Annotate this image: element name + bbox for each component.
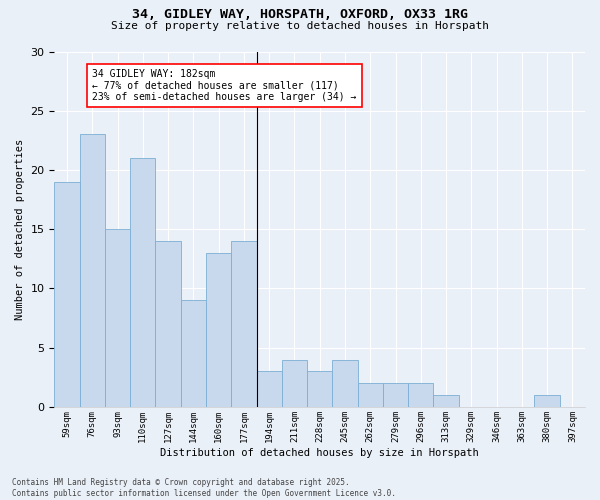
- X-axis label: Distribution of detached houses by size in Horspath: Distribution of detached houses by size …: [160, 448, 479, 458]
- Bar: [257, 372, 282, 407]
- Bar: [332, 360, 358, 407]
- Bar: [130, 158, 155, 407]
- Bar: [55, 182, 80, 407]
- Bar: [105, 229, 130, 407]
- Text: 34 GIDLEY WAY: 182sqm
← 77% of detached houses are smaller (117)
23% of semi-det: 34 GIDLEY WAY: 182sqm ← 77% of detached …: [92, 70, 356, 102]
- Bar: [155, 241, 181, 407]
- Bar: [383, 383, 408, 407]
- Y-axis label: Number of detached properties: Number of detached properties: [15, 138, 25, 320]
- Bar: [535, 395, 560, 407]
- Text: 34, GIDLEY WAY, HORSPATH, OXFORD, OX33 1RG: 34, GIDLEY WAY, HORSPATH, OXFORD, OX33 1…: [132, 8, 468, 20]
- Bar: [282, 360, 307, 407]
- Bar: [231, 241, 257, 407]
- Bar: [181, 300, 206, 407]
- Bar: [307, 372, 332, 407]
- Bar: [206, 253, 231, 407]
- Bar: [358, 383, 383, 407]
- Bar: [433, 395, 458, 407]
- Text: Size of property relative to detached houses in Horspath: Size of property relative to detached ho…: [111, 21, 489, 31]
- Bar: [408, 383, 433, 407]
- Text: Contains HM Land Registry data © Crown copyright and database right 2025.
Contai: Contains HM Land Registry data © Crown c…: [12, 478, 396, 498]
- Bar: [80, 134, 105, 407]
